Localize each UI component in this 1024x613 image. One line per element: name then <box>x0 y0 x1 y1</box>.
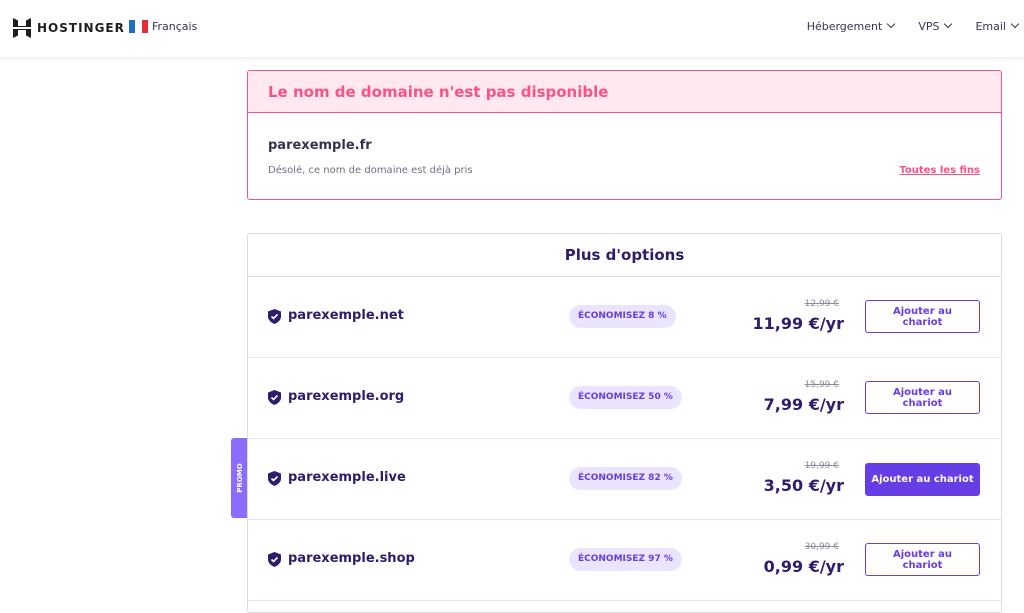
promo-label: PROMO <box>235 463 244 493</box>
shield-check-icon <box>268 552 281 567</box>
language-label: Français <box>152 20 198 33</box>
france-flag-icon <box>129 20 148 33</box>
nav-label: Email <box>975 20 1006 33</box>
add-to-cart-button[interactable]: Ajouter au chariot <box>865 543 980 576</box>
searched-domain: parexemple.fr <box>268 138 372 153</box>
old-price: 30,99 € <box>804 542 839 552</box>
top-header: HOSTINGER Français Hébergement VPS Email <box>0 0 1024 57</box>
nav-vps[interactable]: VPS <box>918 19 953 33</box>
shield-check-icon <box>268 390 281 405</box>
domain-name: parexemple.org <box>288 389 405 404</box>
nav-email[interactable]: Email <box>975 19 1020 33</box>
old-price: 15,99 € <box>804 380 839 390</box>
add-to-cart-button[interactable]: Ajouter au chariot <box>865 463 980 496</box>
domain-option-row: parexemple.shop ÉCONOMISEZ 97 % 30,99 € … <box>248 520 1001 601</box>
nav-label: Hébergement <box>806 20 883 33</box>
nav-hebergement[interactable]: Hébergement <box>806 19 896 33</box>
price: 0,99 €/yr <box>763 557 844 576</box>
brand-name: HOSTINGER <box>37 21 125 35</box>
more-options-card: Plus d'options parexemple.net ÉCONOMISEZ… <box>247 233 1002 613</box>
shield-check-icon <box>268 471 281 486</box>
chevron-down-icon <box>1010 19 1020 29</box>
domain-name: parexemple.shop <box>288 551 415 566</box>
domain-option-row: parexemple.org ÉCONOMISEZ 50 % 15,99 € 7… <box>248 358 1001 439</box>
old-price: 19,99 € <box>804 461 839 471</box>
old-price: 12,99 € <box>804 299 839 309</box>
add-to-cart-button[interactable]: Ajouter au chariot <box>865 300 980 333</box>
chevron-down-icon <box>887 19 896 29</box>
price: 11,99 €/yr <box>752 314 844 333</box>
language-selector[interactable]: Français <box>129 20 197 33</box>
price: 3,50 €/yr <box>763 476 844 495</box>
discount-badge: ÉCONOMISEZ 50 % <box>569 386 682 409</box>
hostinger-logo[interactable]: HOSTINGER <box>13 18 125 38</box>
hostinger-logo-icon <box>13 18 31 38</box>
add-to-cart-button[interactable]: Ajouter au chariot <box>865 381 980 414</box>
more-options-title: Plus d'options <box>248 234 1001 277</box>
shield-check-icon <box>268 309 281 324</box>
domain-option-row: parexemple.net ÉCONOMISEZ 8 % 12,99 € 11… <box>248 277 1001 358</box>
promo-tag: PROMO <box>231 438 248 518</box>
chevron-down-icon <box>944 19 953 29</box>
price: 7,99 €/yr <box>763 395 844 414</box>
discount-badge: ÉCONOMISEZ 82 % <box>569 467 682 490</box>
nav-label: VPS <box>918 20 940 33</box>
main-nav: Hébergement VPS Email <box>806 19 1020 33</box>
error-message: Désolé, ce nom de domaine est déjà pris <box>268 165 473 176</box>
discount-badge: ÉCONOMISEZ 8 % <box>569 305 676 328</box>
domain-name: parexemple.live <box>288 470 406 485</box>
error-title: Le nom de domaine n'est pas disponible <box>248 71 1001 113</box>
domain-option-row: parexemple.live ÉCONOMISEZ 82 % 19,99 € … <box>248 439 1001 520</box>
unavailable-domain-card: Le nom de domaine n'est pas disponible p… <box>247 70 1002 200</box>
all-extensions-link[interactable]: Toutes les fins <box>899 165 980 176</box>
discount-badge: ÉCONOMISEZ 97 % <box>569 548 682 571</box>
domain-name: parexemple.net <box>288 308 404 323</box>
